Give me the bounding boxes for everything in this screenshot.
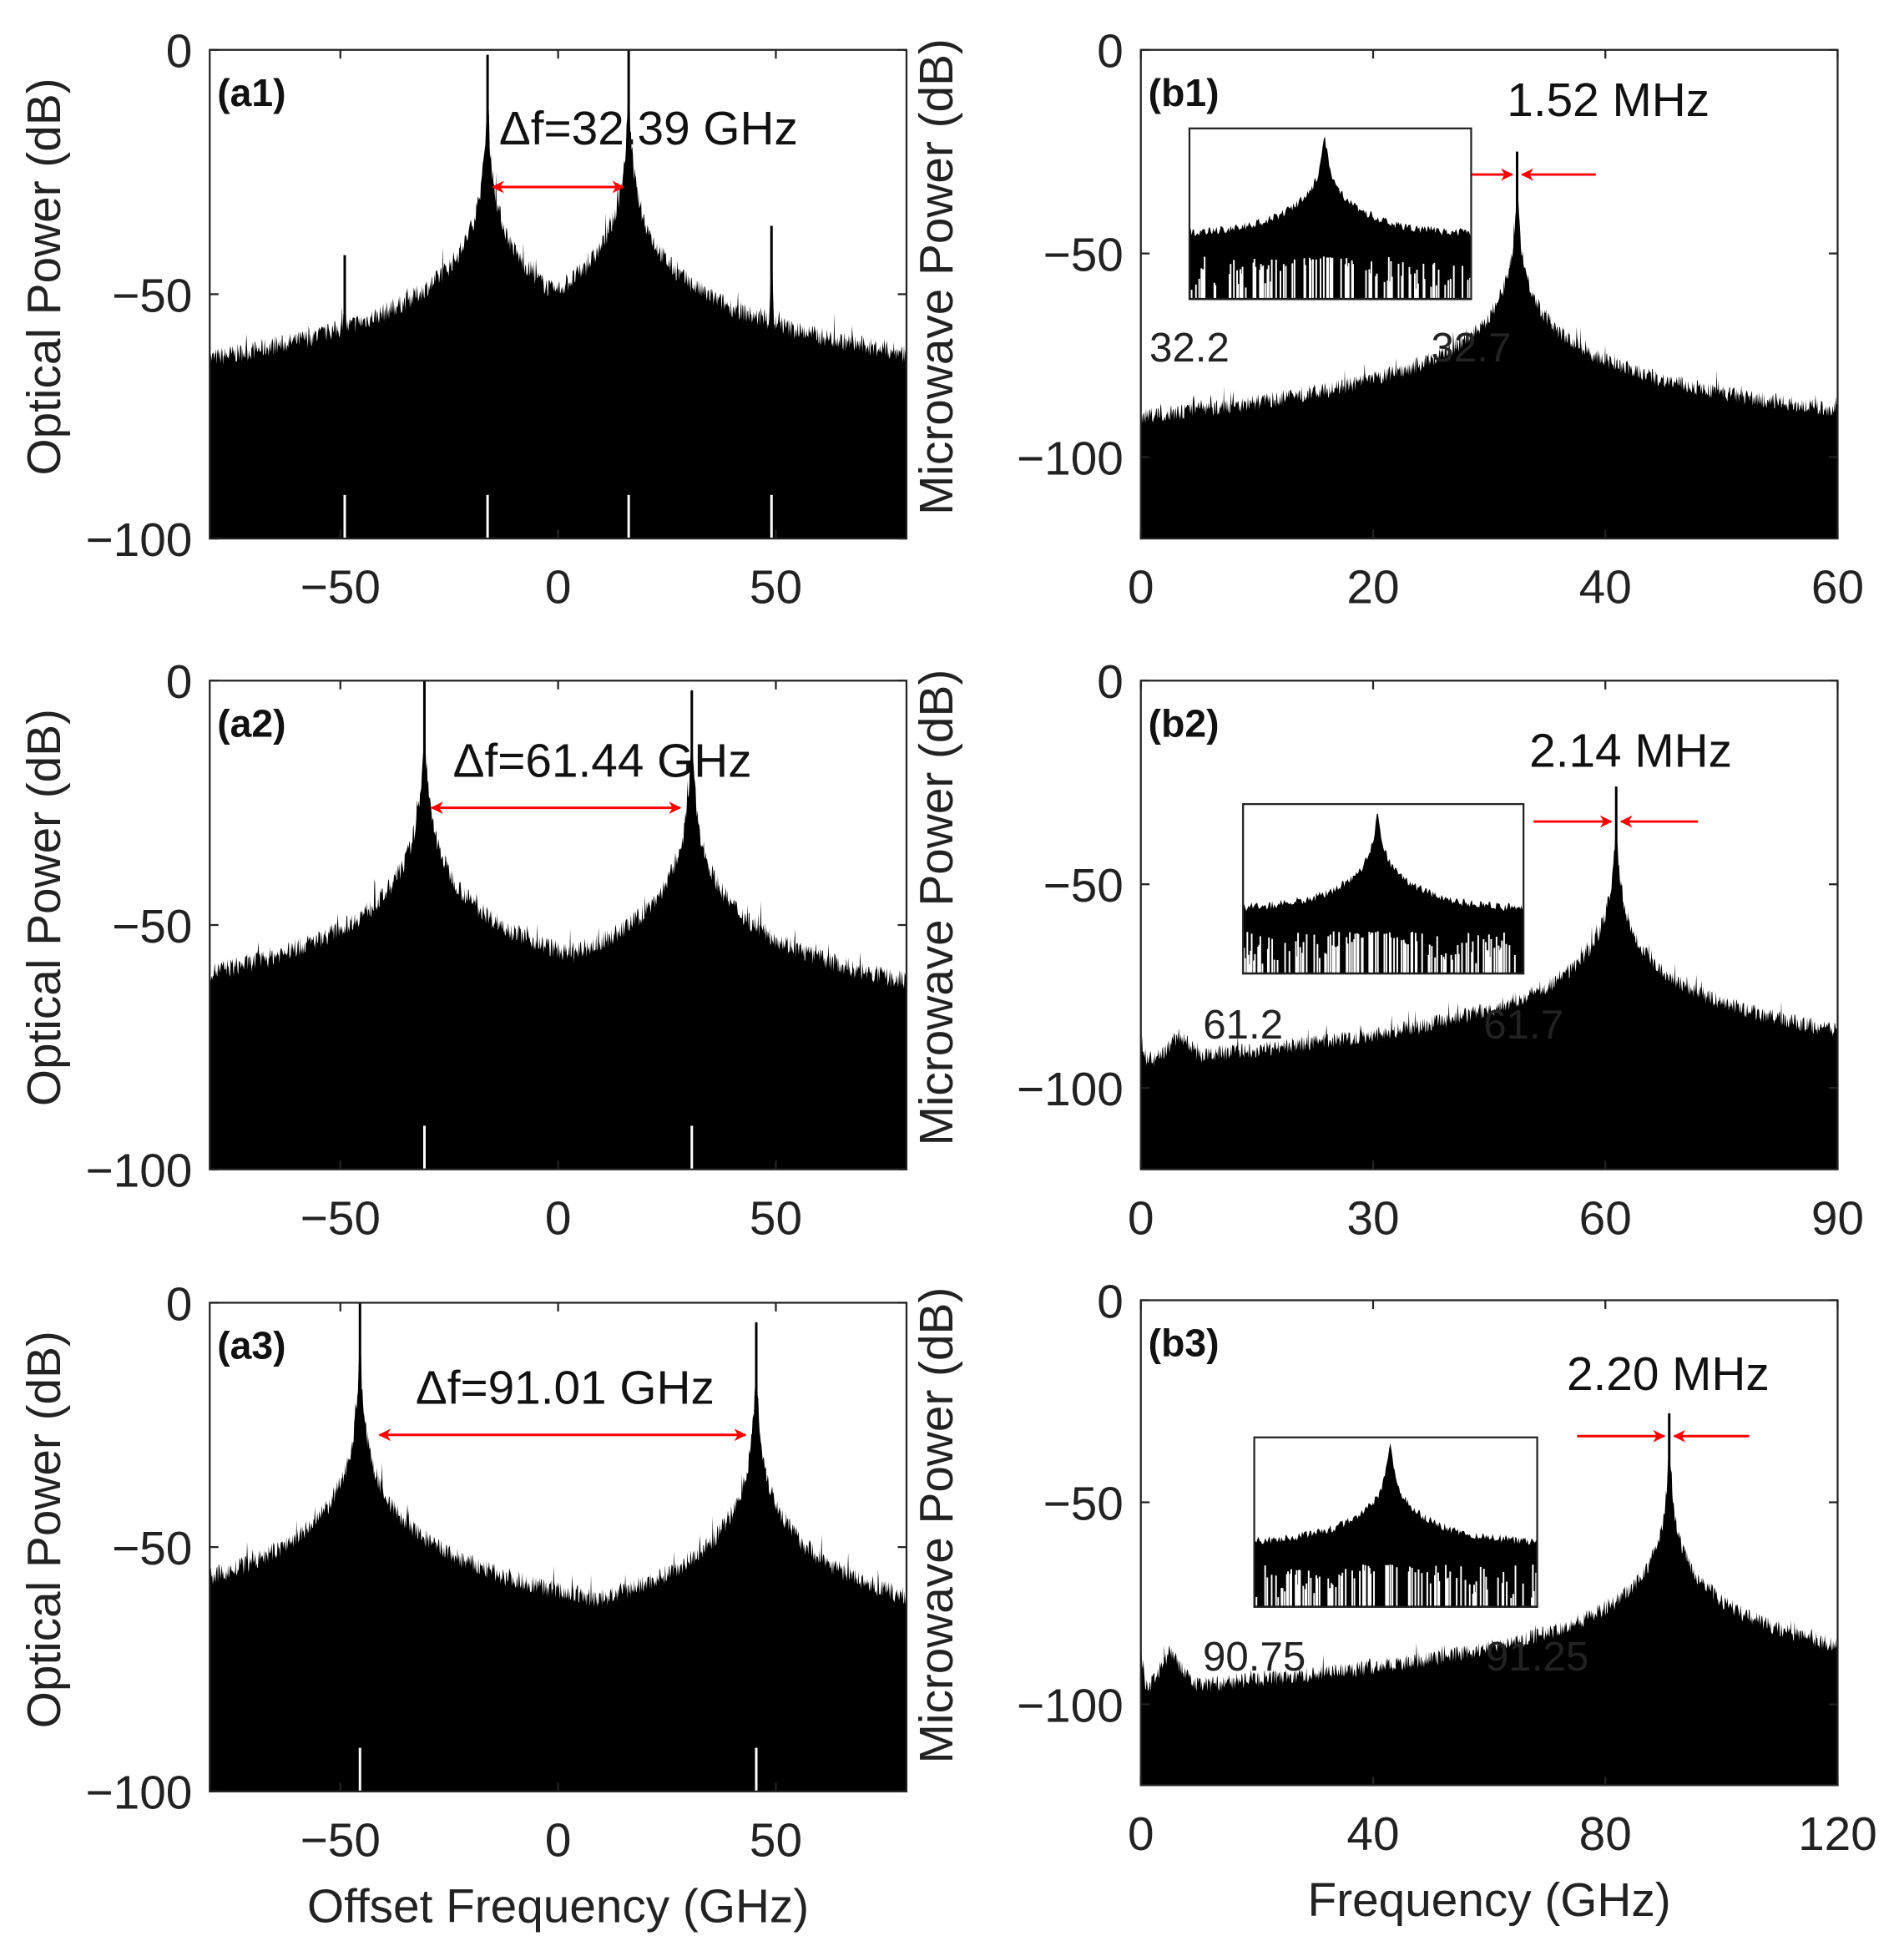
- spectrum-trace: [1140, 809, 1838, 1170]
- panel-label: (b1): [1149, 71, 1220, 114]
- y-tick-label: −50: [112, 270, 192, 322]
- axes-box: [1139, 48, 1839, 540]
- x-tick-label: 40: [1346, 1808, 1399, 1861]
- x-tick-label: 60: [1811, 562, 1864, 614]
- panel-label: (a2): [217, 702, 285, 746]
- x-tick-label: 120: [1798, 1808, 1877, 1861]
- annotation-text: Δf=91.01 GHz: [416, 1362, 715, 1414]
- inset-box: [1188, 127, 1472, 301]
- inset-trace: [1243, 813, 1524, 974]
- annotation-text: Δf=61.44 GHz: [453, 735, 752, 787]
- inset: 32.2 32.7: [1149, 127, 1512, 371]
- spectrum-trace: [210, 75, 907, 539]
- x-tick-label: 40: [1579, 562, 1632, 614]
- y-tick-label: −50: [112, 901, 192, 953]
- inset-x-label-right: 91.25: [1486, 1634, 1588, 1680]
- inset-x-label-left: 61.2: [1203, 1002, 1283, 1048]
- y-tick-label: −100: [1017, 432, 1124, 485]
- axes-box: [1139, 680, 1839, 1170]
- panel-a2: −50 0 50 0 −50 −100 (a2) Optical Power (dB) Δf=6…: [18, 656, 908, 1245]
- y-tick-label: 0: [166, 656, 193, 709]
- annotation-text: Δf=32.39 GHz: [499, 103, 798, 155]
- x-tick-label: 50: [750, 1814, 802, 1867]
- spectrum-trace: [1140, 1405, 1838, 1786]
- panel-label: (a3): [217, 1324, 285, 1367]
- y-tick-label: −100: [1017, 1064, 1124, 1116]
- x-tick-label: −50: [300, 562, 381, 614]
- y-tick-label: 0: [166, 1278, 193, 1331]
- axes-box: [1139, 1299, 1839, 1787]
- panel-b3: 0 40 80 120 0 −50 −100 (b3) Microwave Power (dB)…: [911, 1276, 1877, 1927]
- x-tick-label: 0: [545, 1192, 572, 1245]
- y-tick-label: −100: [86, 1145, 193, 1198]
- x-tick-label: 50: [750, 1192, 802, 1245]
- x-tick-label: 90: [1811, 1192, 1864, 1245]
- y-tick-label: 0: [1097, 656, 1124, 709]
- panel-a3: −50 0 50 0 −50 −100 (a3) Optical Power (dB) Offs…: [18, 1278, 908, 1933]
- y-tick-label: 0: [1097, 1276, 1124, 1328]
- inset-box: [1253, 1436, 1538, 1608]
- y-axis-label: Optical Power (dB): [18, 709, 71, 1106]
- inset-trace: [1254, 1443, 1538, 1607]
- y-tick-label: 0: [166, 26, 193, 78]
- inset-x-label-right: 61.7: [1483, 1002, 1563, 1048]
- x-tick-label: 0: [1128, 1808, 1154, 1861]
- y-tick-label: −50: [1043, 1478, 1124, 1530]
- x-tick-label: 0: [1128, 562, 1154, 614]
- y-tick-label: −100: [1017, 1680, 1124, 1732]
- y-axis-label: Microwave Power (dB): [911, 1287, 963, 1764]
- panel-b2: 0 30 60 90 0 −50 −100 (b2) Microwave Power (dB) 2…: [911, 656, 1864, 1245]
- y-tick-label: −100: [86, 514, 193, 567]
- inset: 90.75 91.25: [1203, 1436, 1588, 1680]
- x-tick-label: −50: [300, 1192, 381, 1245]
- inset-box: [1242, 803, 1525, 975]
- x-axis-label: Frequency (GHz): [1308, 1874, 1671, 1927]
- inset-x-label-left: 90.75: [1203, 1634, 1306, 1680]
- inset-x-label-right: 32.7: [1432, 325, 1512, 371]
- y-tick-label: −50: [1043, 860, 1124, 912]
- panel-label: (b2): [1149, 702, 1220, 746]
- x-tick-label: 80: [1579, 1808, 1632, 1861]
- spectrum-trace: [210, 1306, 907, 1792]
- panel-b1: 0 20 40 60 0 −50 −100 (b1) Microwave Power (dB) 1…: [911, 26, 1864, 614]
- y-axis-label: Microwave Power (dB): [911, 670, 963, 1146]
- inset-x-label-left: 32.2: [1149, 325, 1230, 371]
- x-tick-label: 0: [545, 562, 572, 614]
- panel-label: (b3): [1149, 1322, 1220, 1365]
- panel-a1: −50 0 50 0 −50 −100 (a1) Optical Power (dB) Δf=3…: [18, 26, 908, 614]
- inset-trace: [1189, 136, 1472, 300]
- spectrum-trace: [1140, 150, 1838, 539]
- y-tick-label: −100: [86, 1767, 193, 1820]
- y-axis-label: Microwave Power (dB): [911, 38, 963, 515]
- y-tick-label: −50: [1043, 230, 1124, 282]
- x-tick-label: 30: [1346, 1192, 1399, 1245]
- x-tick-label: 20: [1346, 562, 1399, 614]
- x-tick-label: 0: [1128, 1192, 1154, 1245]
- annotation-text: 2.14 MHz: [1529, 725, 1732, 777]
- x-axis-label: Offset Frequency (GHz): [307, 1881, 809, 1933]
- x-tick-label: 50: [750, 562, 802, 614]
- y-axis-label: Optical Power (dB): [18, 1331, 71, 1728]
- y-axis-label: Optical Power (dB): [18, 78, 71, 475]
- y-tick-label: −50: [112, 1523, 192, 1575]
- x-tick-label: 0: [545, 1814, 572, 1867]
- annotation-text: 1.52 MHz: [1507, 74, 1710, 127]
- x-tick-label: 60: [1579, 1192, 1632, 1245]
- x-tick-label: −50: [300, 1814, 381, 1867]
- y-tick-label: 0: [1097, 26, 1124, 78]
- annotation-text: 2.20 MHz: [1567, 1348, 1770, 1401]
- spectrum-trace: [210, 680, 907, 1170]
- panel-label: (a1): [217, 71, 285, 114]
- inset: 61.2 61.7: [1203, 803, 1563, 1048]
